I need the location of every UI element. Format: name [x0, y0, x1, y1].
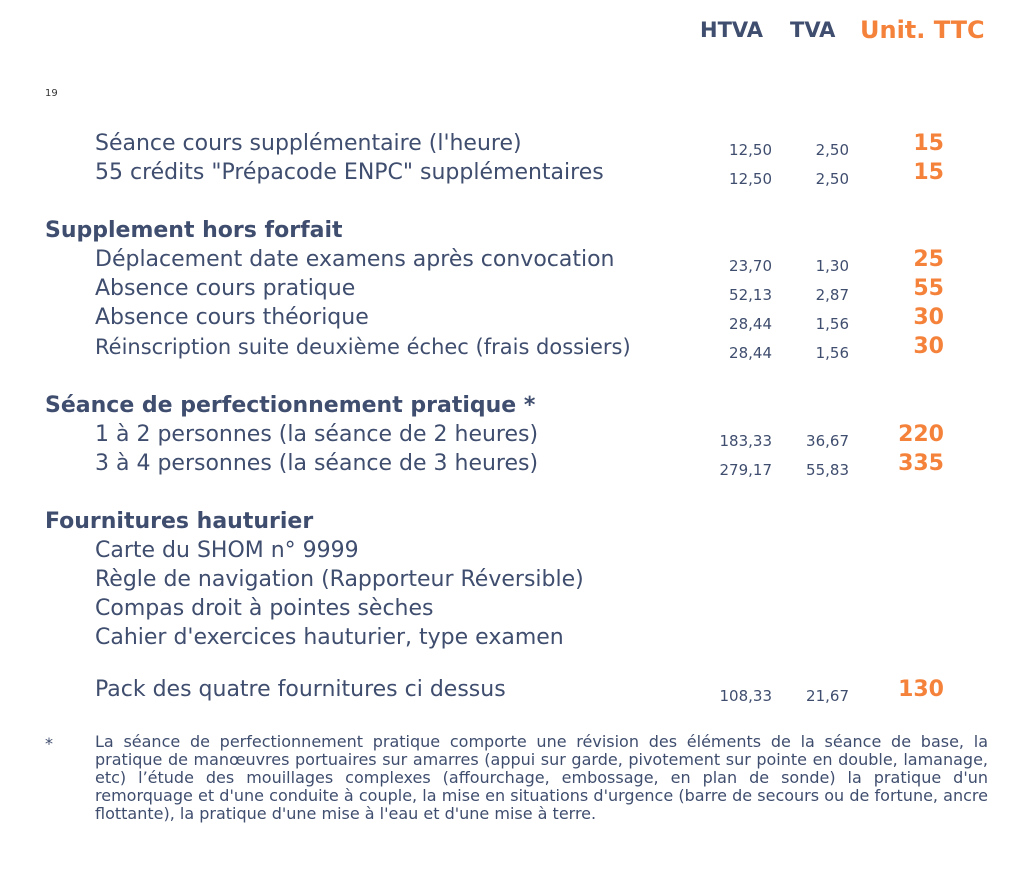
price-ttc: 335	[898, 451, 944, 476]
price-ttc: 220	[898, 422, 944, 447]
column-header-ttc: Unit. TTC	[860, 16, 985, 44]
price-htva: 279,17	[719, 461, 773, 479]
supply-item: Cahier d'exercices hauturier, type exame…	[95, 625, 564, 650]
price-tva: 55,83	[806, 461, 849, 479]
footnote-text: La séance de perfectionnement pratique c…	[95, 732, 988, 823]
pack-label: Pack des quatre fournitures ci dessus	[95, 677, 506, 702]
price-row-label: 1 à 2 personnes (la séance de 2 heures)	[95, 422, 539, 447]
price-row-label: Séance cours supplémentaire (l'heure)	[95, 131, 522, 156]
price-tva: 1,56	[815, 344, 849, 362]
price-ttc: 55	[913, 276, 944, 301]
price-tva: 2,87	[815, 286, 849, 304]
supply-item: Carte du SHOM n° 9999	[95, 538, 359, 563]
section-title-perfectionnement: Séance de perfectionnement pratique *	[45, 393, 536, 418]
price-tva: 2,50	[815, 170, 849, 188]
price-htva: 28,44	[729, 344, 772, 362]
price-tva: 1,30	[815, 257, 849, 275]
price-htva: 28,44	[729, 315, 772, 333]
price-ttc: 30	[913, 305, 944, 330]
price-htva: 12,50	[729, 141, 772, 159]
price-row-label: 55 crédits "Prépacode ENPC" supplémentai…	[95, 160, 604, 185]
column-header-htva: HTVA	[700, 18, 763, 42]
price-row-label: Réinscription suite deuxième échec (frai…	[95, 335, 631, 359]
price-ttc: 30	[913, 334, 944, 359]
column-header-tva: TVA	[790, 18, 836, 42]
price-htva: 23,70	[729, 257, 772, 275]
price-row-label: Déplacement date examens après convocati…	[95, 247, 615, 272]
price-htva: 12,50	[729, 170, 772, 188]
price-row-label: Absence cours pratique	[95, 276, 356, 301]
supply-item: Règle de navigation (Rapporteur Réversib…	[95, 567, 584, 592]
price-htva: 52,13	[729, 286, 772, 304]
page-number: 19	[45, 88, 58, 99]
section-title-supplement: Supplement hors forfait	[45, 218, 343, 243]
pack-htva: 108,33	[719, 687, 773, 705]
section-title-fournitures: Fournitures hauturier	[45, 509, 314, 534]
price-row-label: 3 à 4 personnes (la séance de 3 heures)	[95, 451, 539, 476]
pack-tva: 21,67	[806, 687, 849, 705]
price-ttc: 25	[913, 247, 944, 272]
footnote-marker: *	[45, 734, 53, 753]
price-tva: 2,50	[815, 141, 849, 159]
price-row-label: Absence cours théorique	[95, 305, 369, 330]
price-ttc: 15	[913, 131, 944, 156]
supply-item: Compas droit à pointes sèches	[95, 596, 434, 621]
price-tva: 36,67	[806, 432, 849, 450]
price-htva: 183,33	[719, 432, 773, 450]
price-tva: 1,56	[815, 315, 849, 333]
price-ttc: 15	[913, 160, 944, 185]
pack-ttc: 130	[898, 677, 944, 702]
